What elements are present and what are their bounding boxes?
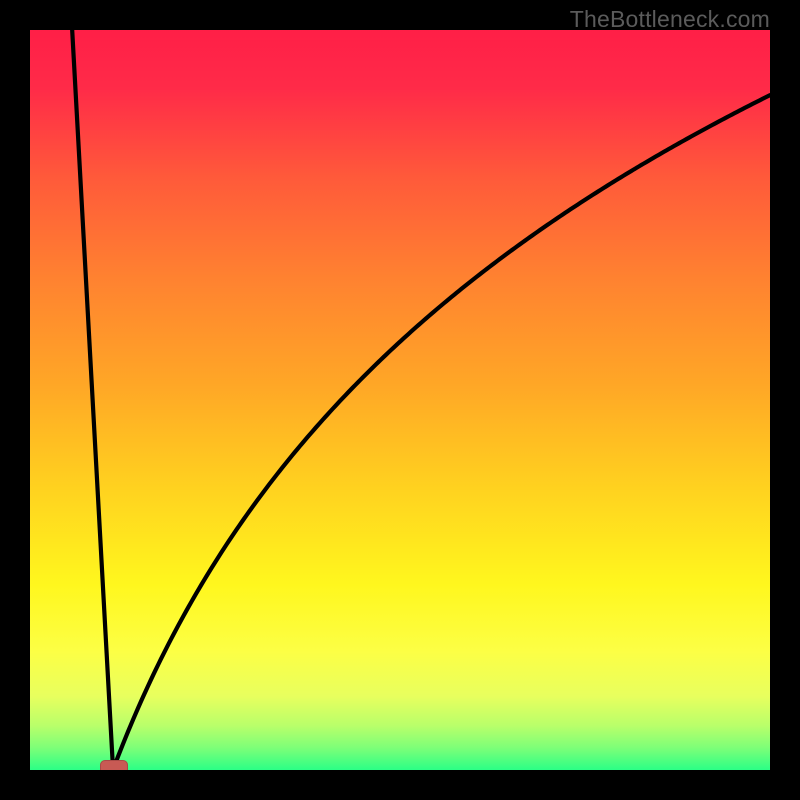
plot-area [30, 30, 770, 770]
watermark-text: TheBottleneck.com [570, 6, 770, 33]
bottleneck-curve [72, 30, 770, 766]
curve-layer [30, 30, 770, 770]
optimum-marker [100, 760, 128, 770]
chart-container: TheBottleneck.com [0, 0, 800, 800]
